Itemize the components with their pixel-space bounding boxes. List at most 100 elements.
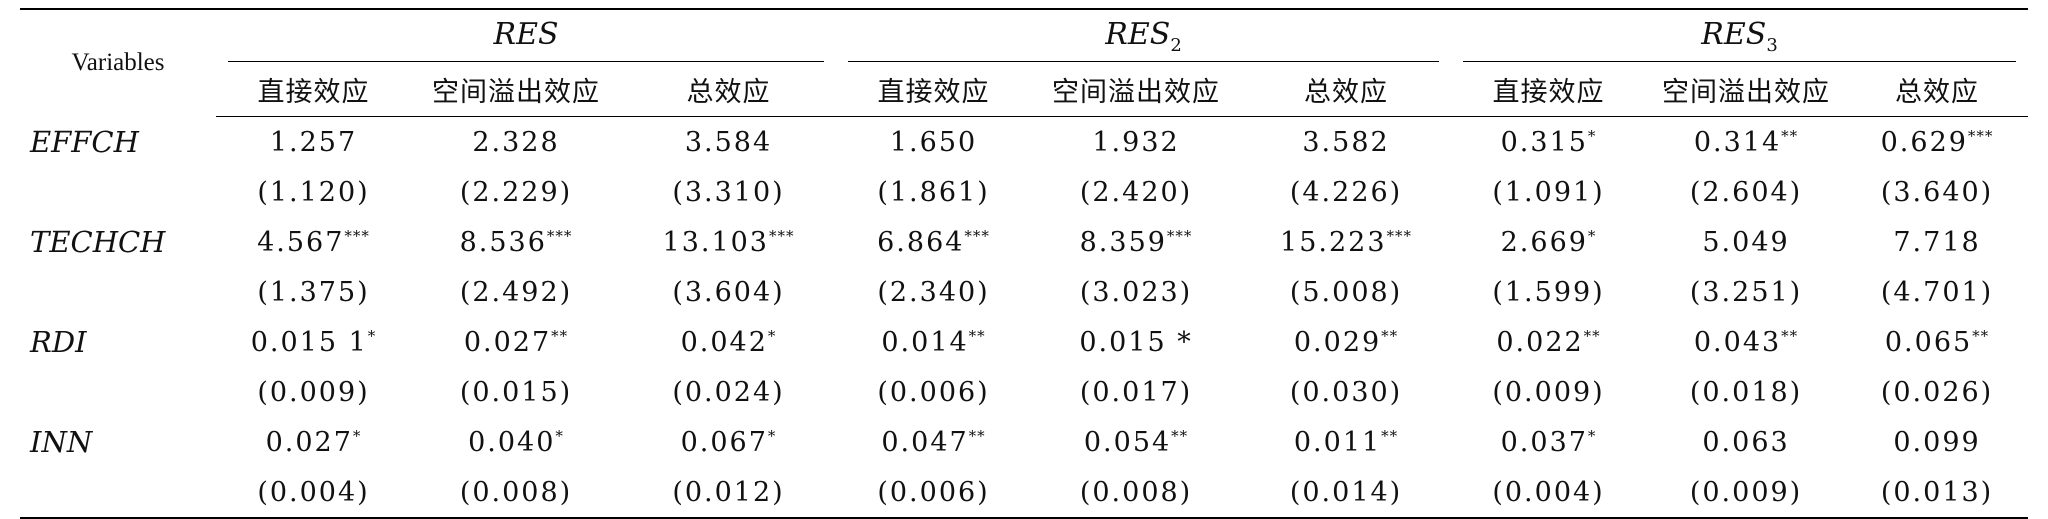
coefficient-cell: 0.027** xyxy=(411,317,621,367)
coefficient-cell: 0.314** xyxy=(1646,117,1846,168)
coefficient-value: 0.015 * xyxy=(1079,326,1193,358)
coefficient-cell: 0.027* xyxy=(216,417,411,467)
significance-stars: ** xyxy=(1781,126,1799,145)
coefficient-cell: 5.049 xyxy=(1646,217,1846,267)
coefficient-cell: 15.223*** xyxy=(1241,217,1451,267)
empty-cell xyxy=(20,167,216,217)
significance-stars: *** xyxy=(769,226,795,245)
coefficient-value: 8.536 xyxy=(459,226,547,258)
std-error-cell: (0.006) xyxy=(877,376,990,408)
significance-stars: ** xyxy=(1972,326,1990,345)
subcol-header: 直接效应 xyxy=(216,62,411,117)
coefficient-cell: 13.103*** xyxy=(621,217,836,267)
header-row-groups: Variables RES RES2 RES3 xyxy=(20,9,2029,76)
coefficient-value: 5.049 xyxy=(1702,226,1790,258)
std-error-cell: (0.009) xyxy=(257,376,370,408)
std-error-cell: (2.492) xyxy=(459,276,573,308)
coefficient-cell: 8.536*** xyxy=(411,217,621,267)
empty-cell xyxy=(20,267,216,317)
variable-name: EFFCH xyxy=(30,124,139,159)
coefficient-value: 0.027 xyxy=(265,426,353,458)
group-header-res2-label: RES xyxy=(1105,16,1171,52)
significance-stars: *** xyxy=(344,226,370,245)
coefficient-cell: 0.067* xyxy=(621,417,836,467)
table-row-se: (0.009) (0.015) (0.024) (0.006) (0.017) (0.03… xyxy=(20,367,2028,417)
std-error-cell: (1.861) xyxy=(877,176,990,208)
coefficient-cell: 0.042* xyxy=(621,317,836,367)
std-error-cell: (0.008) xyxy=(1031,467,1242,519)
std-error-cell: (3.640) xyxy=(1880,176,1994,208)
coefficient-value: 6.864 xyxy=(877,226,965,258)
significance-stars: ** xyxy=(1583,326,1601,345)
header-row-subcols: 直接效应 空间溢出效应 总效应 直接效应 空间溢出效应 总效应 直接效应 空间溢出效应 总效应 xyxy=(20,62,2029,117)
coefficient-cell: 0.040* xyxy=(411,417,621,467)
significance-stars: ** xyxy=(968,326,986,345)
coefficient-cell: 0.063 xyxy=(1646,417,1846,467)
coefficient-cell: 0.014** xyxy=(836,317,1031,367)
empty-cell xyxy=(20,367,216,417)
std-error-cell: (2.340) xyxy=(877,276,990,308)
coefficient-cell: 1.650 xyxy=(836,117,1031,168)
coefficient-cell: 2.328 xyxy=(411,117,621,168)
coefficient-value: 0.315 xyxy=(1500,126,1588,158)
significance-stars: ** xyxy=(1381,326,1399,345)
table-row: INN 0.027* 0.040* 0.067* 0.047** 0.054** 0.011… xyxy=(20,417,2028,467)
std-error-cell: (0.026) xyxy=(1880,376,1994,408)
coefficient-cell: 1.257 xyxy=(216,117,411,168)
variable-name: TECHCH xyxy=(30,225,166,259)
coefficient-value: 3.584 xyxy=(684,126,773,158)
coefficient-cell: 0.315* xyxy=(1451,117,1646,168)
std-error-cell: (0.024) xyxy=(672,376,785,408)
coefficient-cell: 0.022** xyxy=(1451,317,1646,367)
coefficient-value: 15.223 xyxy=(1280,226,1387,258)
group-header-res: RES xyxy=(216,9,837,62)
coefficient-value: 0.314 xyxy=(1693,126,1782,158)
coefficient-value: 1.650 xyxy=(889,126,978,158)
significance-stars: * xyxy=(767,426,777,445)
coefficient-value: 4.567 xyxy=(257,226,345,258)
table-row: EFFCH 1.257 2.328 3.584 1.650 1.932 3.582 0.315… xyxy=(20,117,2028,168)
significance-stars: * xyxy=(1587,426,1597,445)
coefficient-cell: 0.065** xyxy=(1846,317,2028,367)
significance-stars: * xyxy=(1587,226,1597,245)
coefficient-cell: 0.054** xyxy=(1031,417,1241,467)
coefficient-cell: 0.629*** xyxy=(1846,117,2028,168)
table-row-se: (1.375) (2.492) (3.604) (2.340) (3.023) (5.00… xyxy=(20,267,2028,317)
coefficient-cell: 3.582 xyxy=(1241,117,1451,168)
coefficient-value: 0.099 xyxy=(1893,426,1981,458)
coefficient-value: 13.103 xyxy=(662,226,769,258)
table-body: EFFCH 1.257 2.328 3.584 1.650 1.932 3.582 0.315… xyxy=(20,117,2029,519)
variable-name: RDI xyxy=(30,325,87,359)
coefficient-cell: 0.037* xyxy=(1451,417,1646,467)
table-row-se: (1.120) (2.229) (3.310) (1.861) (2.420) (4.22… xyxy=(20,167,2028,217)
subcol-header: 总效应 xyxy=(1241,62,1452,117)
coefficient-value: 0.027 xyxy=(463,326,552,358)
coefficient-value: 0.629 xyxy=(1880,126,1968,158)
coefficient-cell: 0.015 1* xyxy=(216,317,411,367)
subcol-header: 空间溢出效应 xyxy=(1031,62,1242,117)
std-error-cell: (1.375) xyxy=(257,276,370,308)
significance-stars: *** xyxy=(1967,126,1994,145)
coefficient-value: 0.037 xyxy=(1500,426,1588,458)
coefficient-value: 0.067 xyxy=(680,426,768,458)
std-error-cell: (3.310) xyxy=(672,176,785,208)
coefficient-value: 8.359 xyxy=(1079,226,1167,258)
subcol-header: 直接效应 xyxy=(1451,62,1647,117)
table-row: RDI 0.015 1* 0.027** 0.042* 0.014** 0.015 * 0.… xyxy=(20,317,2028,367)
std-error-cell: (0.004) xyxy=(216,467,411,519)
std-error-cell: (0.012) xyxy=(621,467,837,519)
coefficient-cell: 7.718 xyxy=(1846,217,2028,267)
significance-stars: *** xyxy=(1386,226,1413,245)
std-error-cell: (2.420) xyxy=(1079,176,1193,208)
significance-stars: ** xyxy=(1171,426,1189,445)
significance-stars: *** xyxy=(964,226,990,245)
std-error-cell: (2.604) xyxy=(1689,176,1803,208)
std-error-cell: (0.030) xyxy=(1289,376,1403,408)
coefficient-cell: 0.099 xyxy=(1846,417,2028,467)
table-row-se: (0.004) (0.008) (0.012) (0.006) (0.008) (0.01… xyxy=(20,467,2029,519)
coefficient-cell: 0.029** xyxy=(1241,317,1451,367)
coefficient-cell: 8.359*** xyxy=(1031,217,1241,267)
std-error-cell: (0.013) xyxy=(1846,467,2029,519)
coefficient-value: 0.063 xyxy=(1702,426,1790,458)
